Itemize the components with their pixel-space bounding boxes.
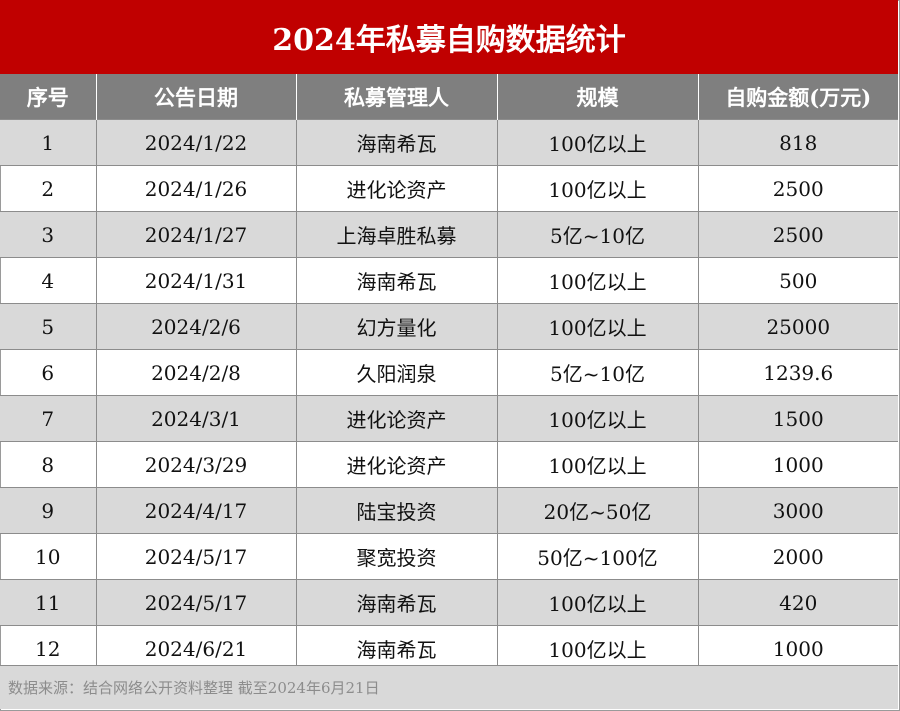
source-note: 数据来源：结合网络公开资料整理 截至2024年6月21日: [0, 665, 898, 709]
cell-scale: 100亿以上: [497, 303, 699, 350]
cell-amount: 420: [698, 579, 898, 626]
header-date: 公告日期: [96, 74, 297, 120]
cell-scale: 20亿~50亿: [497, 487, 699, 534]
cell-date: 2024/2/6: [96, 303, 297, 350]
cell-date: 2024/1/22: [96, 119, 297, 166]
cell-index: 10: [0, 533, 97, 580]
cell-date: 2024/2/8: [96, 349, 297, 396]
cell-manager: 海南希瓦: [296, 625, 498, 671]
table-row: 12 2024/6/21 海南希瓦 100亿以上 1000: [0, 625, 898, 671]
table-row: 10 2024/5/17 聚宽投资 50亿~100亿 2000: [0, 533, 898, 580]
cell-scale: 100亿以上: [497, 165, 699, 212]
cell-manager: 进化论资产: [296, 441, 498, 488]
table-row: 7 2024/3/1 进化论资产 100亿以上 1500: [0, 395, 898, 442]
header-scale: 规模: [497, 74, 699, 120]
cell-date: 2024/5/17: [96, 579, 297, 626]
table-row: 2 2024/1/26 进化论资产 100亿以上 2500: [0, 165, 898, 212]
cell-scale: 5亿~10亿: [497, 211, 699, 258]
table-row: 11 2024/5/17 海南希瓦 100亿以上 420: [0, 579, 898, 626]
cell-index: 1: [0, 119, 97, 166]
cell-date: 2024/3/29: [96, 441, 297, 488]
table-row: 6 2024/2/8 久阳润泉 5亿~10亿 1239.6: [0, 349, 898, 396]
cell-index: 4: [0, 257, 97, 304]
data-table: 序号 公告日期 私募管理人 规模 自购金额(万元) 1 2024/1/22 海南希瓦…: [0, 74, 898, 671]
header-manager: 私募管理人: [296, 74, 498, 120]
cell-amount: 2000: [698, 533, 898, 580]
cell-manager: 上海卓胜私募: [296, 211, 498, 258]
cell-index: 12: [0, 625, 97, 671]
cell-date: 2024/1/31: [96, 257, 297, 304]
table-row: 9 2024/4/17 陆宝投资 20亿~50亿 3000: [0, 487, 898, 534]
cell-date: 2024/5/17: [96, 533, 297, 580]
cell-manager: 聚宽投资: [296, 533, 498, 580]
cell-index: 3: [0, 211, 97, 258]
cell-scale: 5亿~10亿: [497, 349, 699, 396]
cell-date: 2024/3/1: [96, 395, 297, 442]
cell-date: 2024/1/27: [96, 211, 297, 258]
cell-scale: 100亿以上: [497, 119, 699, 166]
cell-index: 6: [0, 349, 97, 396]
cell-amount: 818: [698, 119, 898, 166]
cell-date: 2024/1/26: [96, 165, 297, 212]
cell-amount: 2500: [698, 211, 898, 258]
cell-manager: 海南希瓦: [296, 119, 498, 166]
cell-manager: 久阳润泉: [296, 349, 498, 396]
cell-amount: 1239.6: [698, 349, 898, 396]
cell-amount: 500: [698, 257, 898, 304]
cell-manager: 海南希瓦: [296, 579, 498, 626]
cell-amount: 2500: [698, 165, 898, 212]
cell-index: 9: [0, 487, 97, 534]
cell-scale: 100亿以上: [497, 579, 699, 626]
cell-manager: 进化论资产: [296, 395, 498, 442]
cell-index: 11: [0, 579, 97, 626]
table-row: 5 2024/2/6 幻方量化 100亿以上 25000: [0, 303, 898, 350]
cell-date: 2024/6/21: [96, 625, 297, 671]
cell-manager: 陆宝投资: [296, 487, 498, 534]
cell-scale: 50亿~100亿: [497, 533, 699, 580]
cell-amount: 25000: [698, 303, 898, 350]
cell-scale: 100亿以上: [497, 441, 699, 488]
table-row: 4 2024/1/31 海南希瓦 100亿以上 500: [0, 257, 898, 304]
table-row: 3 2024/1/27 上海卓胜私募 5亿~10亿 2500: [0, 211, 898, 258]
table-title: 2024年私募自购数据统计: [0, 0, 898, 74]
cell-amount: 1000: [698, 441, 898, 488]
table-body: 1 2024/1/22 海南希瓦 100亿以上 818 2 2024/1/26 进化论资产 10…: [0, 119, 898, 671]
cell-index: 8: [0, 441, 97, 488]
cell-scale: 100亿以上: [497, 257, 699, 304]
table-row: 1 2024/1/22 海南希瓦 100亿以上 818: [0, 119, 898, 166]
cell-manager: 幻方量化: [296, 303, 498, 350]
cell-scale: 100亿以上: [497, 625, 699, 671]
table-row: 8 2024/3/29 进化论资产 100亿以上 1000: [0, 441, 898, 488]
cell-amount: 1500: [698, 395, 898, 442]
cell-index: 7: [0, 395, 97, 442]
header-index: 序号: [0, 74, 97, 120]
cell-manager: 海南希瓦: [296, 257, 498, 304]
header-row: 序号 公告日期 私募管理人 规模 自购金额(万元): [0, 74, 898, 120]
cell-amount: 1000: [698, 625, 898, 671]
cell-date: 2024/4/17: [96, 487, 297, 534]
header-amount: 自购金额(万元): [698, 74, 898, 120]
cell-index: 2: [0, 165, 97, 212]
cell-amount: 3000: [698, 487, 898, 534]
cell-manager: 进化论资产: [296, 165, 498, 212]
cell-index: 5: [0, 303, 97, 350]
cell-scale: 100亿以上: [497, 395, 699, 442]
